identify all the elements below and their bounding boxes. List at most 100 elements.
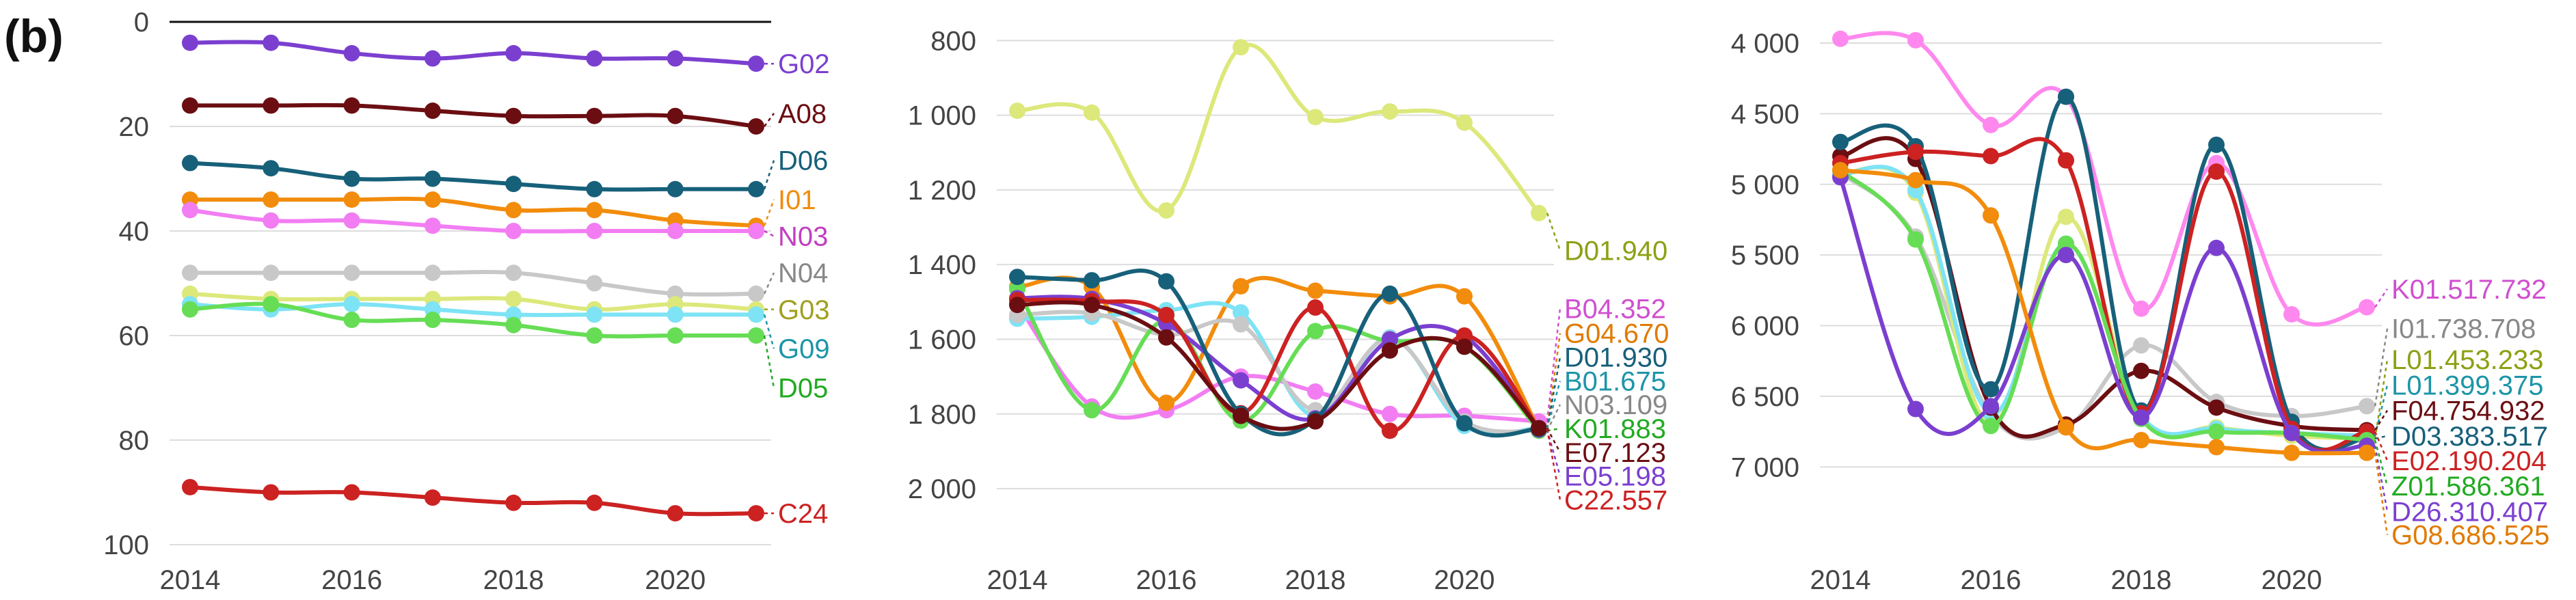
data-point	[424, 170, 441, 187]
label-leader	[763, 113, 775, 127]
data-point	[1009, 269, 1025, 286]
series-line	[188, 103, 758, 128]
data-point	[343, 44, 360, 62]
data-point	[1307, 413, 1324, 430]
y-tick-label: 1 600	[908, 325, 976, 355]
data-point	[2359, 299, 2375, 316]
data-point	[1307, 282, 1324, 299]
data-point	[2133, 432, 2149, 448]
y-tick-label: 40	[119, 217, 150, 247]
data-point	[263, 34, 280, 51]
data-point	[1307, 383, 1324, 400]
data-point	[1832, 30, 1849, 47]
x-tick-label: 2018	[1285, 565, 1346, 595]
data-point	[586, 275, 603, 292]
data-point	[1307, 323, 1324, 340]
data-point	[667, 107, 684, 124]
data-point	[263, 212, 280, 229]
data-point	[424, 217, 441, 234]
series-e07	[1009, 297, 1547, 437]
data-point	[1907, 400, 1924, 418]
data-point	[182, 154, 198, 172]
y-tick-label: 800	[930, 26, 976, 56]
series-end-label: D03.383.517	[2391, 422, 2548, 452]
series-line	[1838, 31, 2369, 327]
series-d06	[182, 154, 764, 197]
data-point	[1084, 402, 1100, 419]
x-tick-label: 2014	[160, 565, 221, 595]
series-end-label: C24	[778, 499, 828, 529]
y-tick-label: 1 400	[908, 250, 976, 280]
data-point	[505, 316, 522, 333]
series-end-label: D01.930	[1564, 343, 1667, 373]
y-tick-label: 7 000	[1731, 452, 1799, 482]
data-point	[1009, 103, 1025, 120]
y-tick-label: 1 000	[908, 101, 976, 131]
series-line	[1015, 42, 1541, 215]
data-point	[1832, 133, 1849, 150]
data-point	[1382, 405, 1398, 422]
data-point	[2058, 88, 2074, 105]
data-point	[1382, 103, 1398, 120]
data-point	[1907, 144, 1924, 161]
series-n03	[182, 202, 764, 239]
series-d01	[1009, 39, 1547, 221]
data-point	[343, 191, 360, 208]
label-leader	[1546, 428, 1561, 500]
series-line	[188, 161, 758, 192]
data-point	[1983, 418, 1999, 435]
series-end-label: F04.754.932	[2391, 396, 2545, 426]
data-point	[2058, 208, 2074, 226]
series-end-label: A08	[778, 99, 827, 129]
data-point	[1983, 116, 1999, 133]
data-point	[424, 191, 441, 208]
data-point	[1382, 331, 1398, 348]
data-point	[263, 191, 280, 208]
data-point	[2133, 300, 2149, 317]
data-point	[1456, 327, 1473, 344]
data-point	[748, 327, 764, 344]
data-point	[1456, 114, 1473, 131]
data-point	[424, 50, 441, 67]
series-line	[188, 196, 758, 228]
data-point	[182, 264, 198, 282]
data-point	[505, 290, 522, 308]
series-line	[1838, 94, 2369, 452]
data-point	[2058, 152, 2074, 169]
data-point	[748, 180, 764, 197]
data-point	[2208, 399, 2225, 416]
data-point	[182, 301, 198, 318]
series-line	[188, 301, 758, 339]
data-point	[1307, 299, 1324, 316]
data-point	[505, 223, 522, 239]
data-point	[2359, 398, 2375, 415]
x-tick-label: 2018	[483, 565, 544, 595]
label-leader	[1546, 427, 1561, 453]
series-a08	[182, 97, 764, 135]
data-point	[748, 306, 764, 323]
y-tick-label: 5 500	[1731, 241, 1799, 271]
data-point	[1907, 172, 1924, 189]
series-end-label: E02.190.204	[2391, 446, 2547, 476]
series-line	[1838, 168, 2369, 456]
label-leader	[1546, 308, 1561, 422]
data-point	[343, 312, 360, 329]
data-point	[2208, 239, 2225, 256]
data-point	[1531, 420, 1547, 437]
series-end-label: G04.670	[1564, 319, 1669, 349]
data-point	[505, 264, 522, 282]
data-point	[505, 202, 522, 219]
data-point	[1456, 338, 1473, 355]
series-line	[1015, 268, 1541, 438]
x-tick-label: 2014	[987, 565, 1048, 595]
x-tick-label: 2016	[1961, 565, 2022, 595]
data-point	[1307, 109, 1324, 126]
y-tick-label: 6 000	[1731, 312, 1799, 342]
chart-right: 4 000 4 500 5 000 5 500 6 000 6 500 7 000 2014 2…	[1731, 29, 2549, 595]
label-leader	[1546, 381, 1561, 428]
data-point	[263, 264, 280, 282]
data-point	[182, 97, 198, 114]
y-tick-label: 20	[119, 112, 150, 142]
data-point	[1382, 342, 1398, 359]
data-point	[343, 170, 360, 187]
